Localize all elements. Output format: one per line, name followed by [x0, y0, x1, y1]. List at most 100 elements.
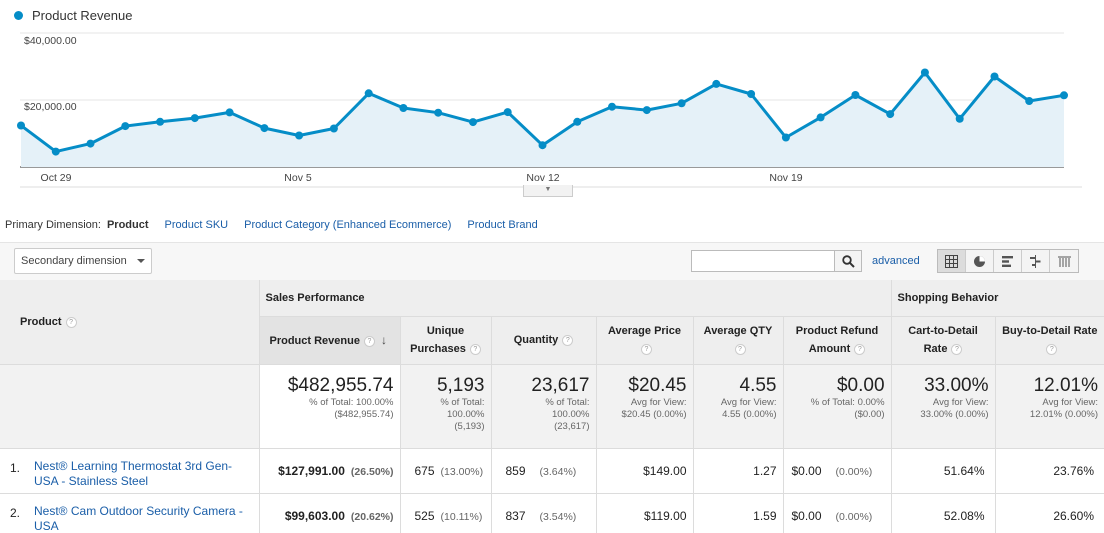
total-refund: $0.00 — [836, 374, 885, 396]
total-unique-pct: 100.00% — [446, 408, 485, 420]
table-search-input[interactable] — [691, 250, 835, 272]
data-point-nov-24[interactable] — [955, 114, 964, 123]
data-point-nov-13[interactable] — [573, 117, 582, 126]
x-tick-nov12: Nov 12 — [526, 172, 560, 184]
data-point-nov-18[interactable] — [747, 90, 756, 98]
data-point-oct-31[interactable] — [121, 122, 130, 131]
help-icon[interactable]: ? — [65, 316, 77, 328]
data-point-oct-28[interactable] — [17, 121, 25, 130]
data-point-oct-30[interactable] — [86, 139, 95, 148]
product-link[interactable]: Nest® Learning Thermostat 3rd Gen-USA - … — [34, 458, 233, 488]
chart-legend[interactable]: Product Revenue — [14, 8, 132, 23]
row-number: 2. — [10, 505, 21, 520]
help-icon[interactable]: ? — [854, 344, 866, 355]
data-point-nov-12[interactable] — [538, 141, 547, 150]
data-point-nov-19[interactable] — [781, 133, 790, 142]
data-point-nov-22[interactable] — [886, 110, 895, 119]
help-icon[interactable]: ? — [641, 344, 652, 355]
grid-icon — [945, 254, 958, 268]
secondary-dimension-dropdown[interactable]: Secondary dimension — [14, 248, 152, 274]
header-average-qty-label: Average QTY — [703, 325, 773, 337]
total-refund-pct: % of Total: 0.00% — [810, 396, 885, 408]
revenue-value: $99,603.00 — [284, 508, 345, 523]
header-product[interactable]: Product? — [0, 280, 260, 365]
dimension-link-product-category[interactable]: Product Category (Enhanced Ecommerce) — [244, 219, 452, 231]
revenue-cell: $127,991.00 (26.50%) — [259, 448, 401, 494]
data-point-nov-10[interactable] — [469, 118, 477, 127]
dimension-link-product-brand[interactable]: Product Brand — [467, 219, 538, 231]
quantity-value: 859 — [505, 463, 526, 478]
refund-pct: (0.00%) — [835, 510, 873, 523]
help-icon[interactable]: ? — [469, 344, 481, 355]
data-point-nov-11[interactable] — [503, 108, 512, 117]
table-row: 1. Nest® Learning Thermostat 3rd Gen-USA … — [0, 448, 1104, 494]
avg-price-cell: $149.00 — [596, 448, 694, 494]
dimension-link-product-sku[interactable]: Product SKU — [164, 219, 229, 231]
header-refund-amount[interactable]: Product Refund Amount? — [783, 316, 892, 365]
total-buy-view: 12.01% (0.00%) — [1029, 408, 1099, 420]
help-icon[interactable]: ? — [1046, 344, 1058, 355]
data-point-nov-9[interactable] — [434, 108, 443, 117]
header-average-qty[interactable]: Average QTY? — [693, 316, 784, 365]
data-point-nov-17[interactable] — [712, 79, 721, 88]
data-point-nov-20[interactable] — [816, 113, 825, 122]
data-point-nov-2[interactable] — [190, 114, 199, 123]
data-point-nov-4[interactable] — [260, 124, 269, 133]
header-unique-purchases[interactable]: Unique Purchases? — [400, 316, 492, 365]
header-product-revenue[interactable]: Product Revenue? ↓ — [259, 316, 401, 365]
total-buy-label: Avg for View: — [1042, 396, 1099, 408]
header-cart-to-detail-label: Cart-to-Detail Rate — [908, 325, 978, 355]
refund-cell: $0.00 (0.00%) — [783, 448, 892, 494]
table-controls: Secondary dimension advanced — [0, 242, 1104, 280]
quantity-pct: (3.64%) — [539, 465, 577, 478]
chart-collapse-handle[interactable]: ▼ — [523, 185, 573, 197]
pie-view-button[interactable] — [966, 250, 994, 272]
header-buy-to-detail[interactable]: Buy-to-Detail Rate? — [995, 316, 1104, 365]
help-icon[interactable]: ? — [562, 335, 574, 346]
search-button[interactable] — [834, 250, 862, 272]
primary-dimension-current: Product — [106, 219, 149, 231]
data-point-nov-14[interactable] — [608, 102, 616, 111]
data-point-nov-7[interactable] — [364, 89, 373, 98]
refund-value: $0.00 — [791, 463, 822, 478]
pivot-view-button[interactable] — [1050, 250, 1078, 272]
header-average-price-label: Average Price — [608, 325, 681, 337]
revenue-pct: (20.62%) — [350, 510, 394, 523]
help-icon[interactable]: ? — [363, 335, 375, 347]
help-icon[interactable]: ? — [734, 344, 746, 355]
comparison-view-button[interactable] — [1022, 250, 1050, 272]
data-point-nov-15[interactable] — [642, 106, 651, 115]
data-point-nov-25[interactable] — [990, 72, 999, 81]
product-link[interactable]: Nest® Cam Outdoor Security Camera - USA — [34, 503, 243, 533]
advanced-filter-link[interactable]: advanced — [872, 255, 920, 267]
header-quantity[interactable]: Quantity? — [491, 316, 597, 365]
data-point-oct-29[interactable] — [51, 147, 60, 156]
total-buy-cell: 12.01% Avg for View: 12.01% (0.00%) — [995, 364, 1104, 449]
pivot-table-icon — [1057, 256, 1071, 267]
revenue-area — [21, 72, 1064, 167]
total-revenue-cell: $482,955.74 % of Total: 100.00% ($482,95… — [259, 364, 401, 449]
data-point-nov-1[interactable] — [156, 117, 165, 126]
help-icon[interactable]: ? — [951, 344, 963, 355]
data-point-nov-23[interactable] — [920, 68, 929, 77]
data-point-nov-6[interactable] — [329, 124, 338, 133]
data-point-nov-8[interactable] — [399, 104, 408, 112]
unique-value: 675 — [414, 463, 435, 478]
view-switcher — [937, 249, 1079, 273]
performance-view-button[interactable] — [994, 250, 1022, 272]
total-unique-cell: 5,193 % of Total: 100.00% (5,193) — [400, 364, 492, 449]
total-avg-qty: 4.55 — [739, 374, 777, 396]
total-avg-qty-cell: 4.55 Avg for View: 4.55 (0.00%) — [693, 364, 784, 449]
header-quantity-label: Quantity — [513, 334, 559, 346]
total-cart-view: 33.00% (0.00%) — [920, 408, 989, 420]
data-point-nov-3[interactable] — [225, 108, 234, 117]
data-point-nov-5[interactable] — [295, 131, 304, 140]
data-point-nov-16[interactable] — [677, 99, 686, 108]
header-average-price[interactable]: Average Price? — [596, 316, 694, 365]
header-product-revenue-label: Product Revenue — [269, 334, 360, 347]
table-view-button[interactable] — [938, 250, 966, 272]
header-cart-to-detail[interactable]: Cart-to-Detail Rate? — [891, 316, 996, 365]
data-point-nov-27[interactable] — [1060, 91, 1068, 100]
data-point-nov-21[interactable] — [851, 91, 860, 99]
data-point-nov-26[interactable] — [1025, 97, 1034, 105]
